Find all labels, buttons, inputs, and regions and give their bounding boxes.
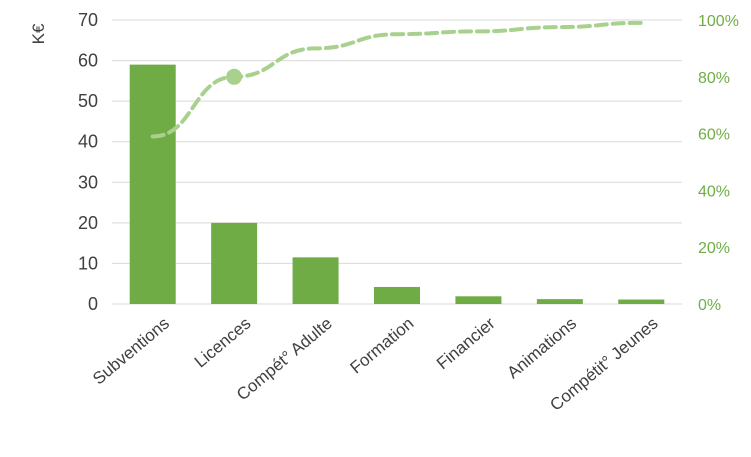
category-label: Financier xyxy=(433,313,499,373)
y2-tick-label: 80% xyxy=(698,70,730,87)
y2-tick-label: 40% xyxy=(698,183,730,200)
y-axis-title: K€ xyxy=(29,23,48,44)
y-tick-label: 40 xyxy=(78,132,98,152)
category-label: Formation xyxy=(346,314,417,378)
bar xyxy=(129,64,176,304)
gridlines xyxy=(112,19,682,305)
right-axis-ticks: 0% 20% 40% 60% 80% 100% xyxy=(698,13,739,314)
y-tick-label: 60 xyxy=(78,51,98,71)
y-tick-label: 30 xyxy=(78,172,98,192)
cumulative-line-series xyxy=(150,20,644,139)
highlight-marker xyxy=(226,68,243,85)
y-tick-label: 10 xyxy=(78,253,98,273)
y2-tick-label: 100% xyxy=(698,13,739,30)
bar xyxy=(618,299,665,304)
category-label: Licences xyxy=(191,314,255,372)
bar xyxy=(211,222,258,304)
y-tick-label: 50 xyxy=(78,91,98,111)
cumulative-line xyxy=(150,20,644,139)
y2-tick-label: 20% xyxy=(698,240,730,257)
bar xyxy=(374,286,420,304)
bar xyxy=(292,257,339,304)
y2-tick-label: 0% xyxy=(698,297,721,314)
left-axis-ticks: 0 10 20 30 40 50 60 70 xyxy=(78,10,98,314)
bar xyxy=(455,296,502,304)
category-label: Animations xyxy=(503,314,580,383)
y-tick-label: 20 xyxy=(78,213,98,233)
category-label: Subventions xyxy=(89,314,173,389)
y-tick-label: 0 xyxy=(88,294,98,314)
y2-tick-label: 60% xyxy=(698,127,730,144)
y-tick-label: 70 xyxy=(78,10,98,30)
bar xyxy=(536,299,583,304)
bar-series xyxy=(129,64,665,304)
